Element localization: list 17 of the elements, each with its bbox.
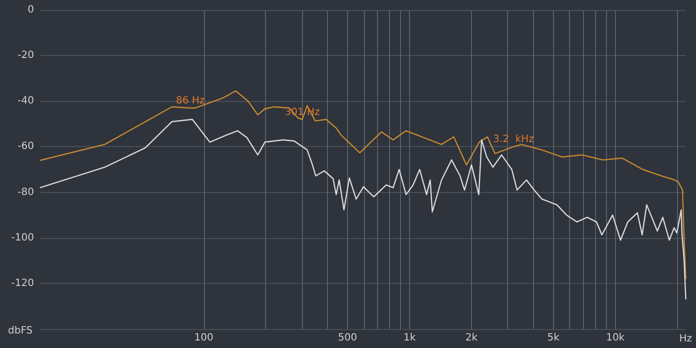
annotation: 3.2 kHz [493,134,534,146]
x-tick-label: 2k [465,332,478,344]
x-tick-label: 10k [606,332,625,344]
x-tick-label: 5k [547,332,560,344]
x-axis-title: Hz [679,334,692,344]
y-axis-title: dbFS [8,326,33,336]
x-tick-label: 100 [194,332,214,344]
annotation: 86 Hz [176,95,205,106]
y-tick-label: -100 [11,232,34,244]
x-tick-label: 1k [403,332,416,344]
y-tick-label: -120 [11,278,34,289]
y-tick-label: -40 [18,96,34,107]
y-tick-label: -20 [18,50,34,62]
x-tick-label: 500 [338,332,358,344]
y-tick-label: -80 [18,186,34,198]
y-tick-label: -60 [18,141,34,152]
y-tick-label: 0 [28,4,34,16]
